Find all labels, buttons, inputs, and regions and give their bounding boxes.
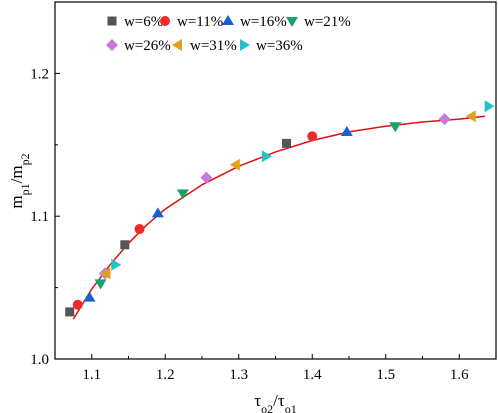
data-point (100, 267, 111, 280)
x-tick-label: 1.3 (229, 367, 248, 383)
data-point (200, 171, 213, 184)
x-tick-label: 1.6 (450, 367, 469, 383)
y-tick-label: 1.2 (30, 66, 49, 82)
legend-marker (160, 16, 170, 26)
y-tick-label: 1.0 (30, 352, 49, 368)
data-point (261, 150, 272, 163)
data-point (111, 258, 122, 271)
legend-marker (286, 17, 298, 27)
legend-label: w=31% (190, 38, 237, 54)
x-axis-label: τo2/τo1 (254, 391, 296, 413)
legend-marker (106, 39, 118, 51)
data-point (151, 207, 164, 218)
axis-ticks: 1.1 1.2 1.3 1.4 1.5 1.6 1.0 1.1 1.2 (30, 1, 497, 383)
x-tick-label: 1.4 (303, 367, 322, 383)
legend-label: w=36% (256, 38, 303, 54)
data-point (465, 110, 476, 123)
data-point (282, 138, 292, 148)
data-point (83, 291, 96, 302)
data-point (94, 279, 107, 290)
x-tick-label: 1.5 (376, 367, 395, 383)
data-point (438, 113, 451, 126)
legend-label: w=26% (124, 38, 171, 54)
data-point (120, 240, 130, 250)
data-point (176, 189, 189, 200)
x-tick-label: 1.1 (82, 367, 101, 383)
legend-label: w=6% (124, 14, 163, 30)
legend-marker (222, 15, 234, 25)
x-tick-label: 1.2 (156, 367, 175, 383)
y-tick-label: 1.1 (30, 209, 49, 225)
data-point (134, 224, 145, 235)
data-point (65, 307, 75, 317)
fit-curve-line (72, 115, 486, 320)
data-point (307, 131, 318, 142)
legend: w=6% w=11% w=16% w=21% w=26% w=31% w=36% (106, 14, 351, 54)
legend-marker (107, 16, 117, 26)
data-point (340, 125, 353, 136)
legend-label: w=16% (240, 14, 287, 30)
y-axis-label: mp1/mp2 (7, 153, 32, 208)
plot-frame (54, 1, 497, 360)
fit-curve-layer (72, 115, 486, 320)
data-points-layer (65, 100, 495, 317)
legend-marker (240, 39, 250, 51)
legend-label: w=11% (177, 14, 223, 30)
data-point (484, 100, 495, 113)
data-point (72, 299, 83, 310)
legend-marker (172, 39, 182, 51)
legend-label: w=21% (304, 14, 351, 30)
data-point (229, 158, 240, 171)
data-point (389, 122, 402, 133)
